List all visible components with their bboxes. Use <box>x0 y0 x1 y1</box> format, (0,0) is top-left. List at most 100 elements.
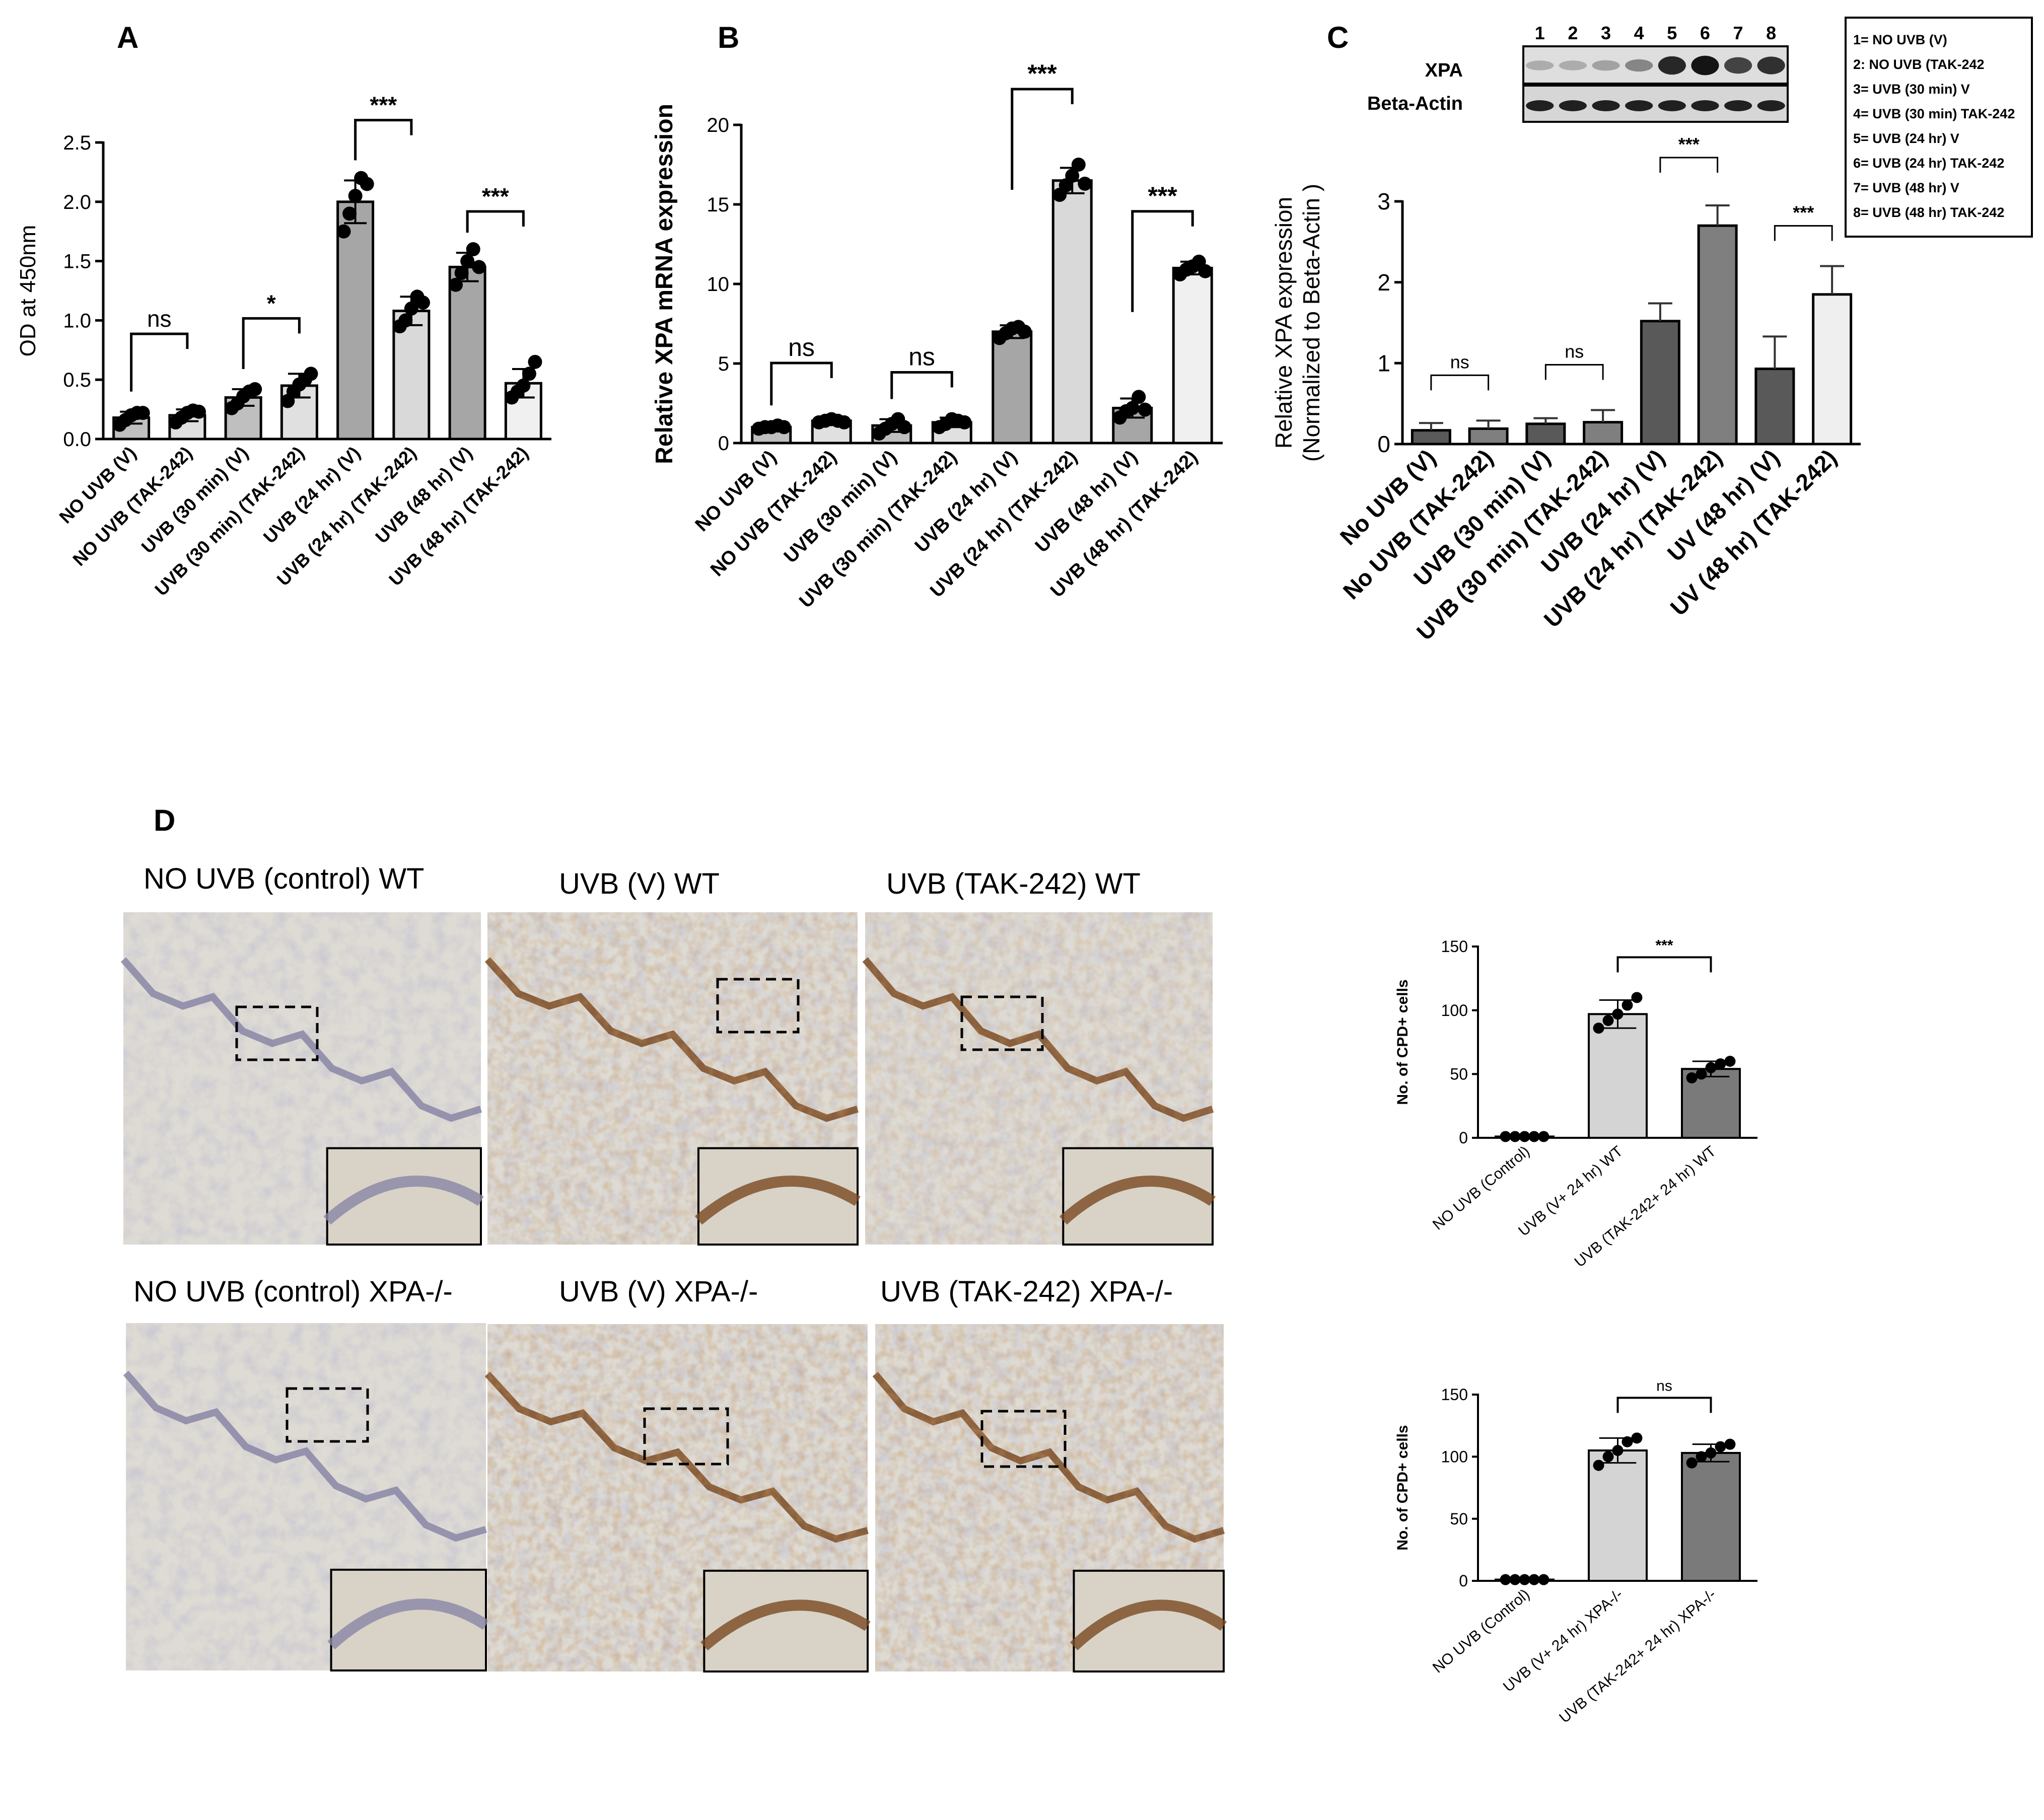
data-point <box>1065 169 1080 183</box>
blot-band-actin <box>1559 100 1587 111</box>
blot-band-actin <box>1592 100 1620 111</box>
bar <box>1525 422 1566 446</box>
significance-bracket <box>770 361 833 406</box>
epidermis-layer <box>120 957 482 1122</box>
y-tick-label: 100 <box>1441 1448 1468 1466</box>
data-point <box>191 404 206 419</box>
y-tick-label: 3 <box>1377 188 1390 214</box>
histology-title: UVB (TAK-242) XPA-/- <box>880 1275 1173 1308</box>
bar <box>1588 1013 1648 1139</box>
data-point <box>304 367 318 381</box>
data-point <box>1509 1131 1521 1142</box>
data-point <box>348 189 363 203</box>
blot-band-xpa <box>1559 60 1587 70</box>
significance-label: *** <box>1027 59 1057 88</box>
data-point <box>1017 324 1032 339</box>
histology-title: NO UVB (control) WT <box>144 862 425 895</box>
significance-bracket <box>890 371 953 399</box>
roi-box <box>235 1005 319 1061</box>
blot-band-actin <box>1757 100 1785 111</box>
data-point <box>528 354 542 369</box>
chart-d-cpd-xpa: 0 50 100 150 No. of CPD+ cells NO UVB (Contro… <box>1394 1377 1757 1726</box>
y-tick-label: 100 <box>1441 1001 1468 1020</box>
y-tick-label: 0 <box>1377 431 1390 457</box>
histology-title: UVB (V) XPA-/- <box>559 1275 758 1308</box>
significance-label: *** <box>1678 134 1700 155</box>
data-point <box>1593 1023 1604 1034</box>
y-tick-label: 0 <box>718 432 729 455</box>
y-tick-label: 15 <box>707 194 730 216</box>
inset-epidermis <box>694 1176 861 1225</box>
blot-lane-number: 1 <box>1535 23 1545 43</box>
blot-lane-number: 7 <box>1733 23 1743 43</box>
roi-box <box>286 1387 369 1443</box>
y-tick-label: 1 <box>1377 350 1390 376</box>
blot-lane-legend: 1= NO UVB (V) 2: NO UVB (TAK-242 3= UVB (3… <box>1845 17 2033 238</box>
significance-label: *** <box>1793 202 1814 223</box>
data-point <box>516 378 531 393</box>
data-point <box>360 177 374 191</box>
blot-legend-entry: 4= UVB (30 min) TAK-242 <box>1853 106 2015 121</box>
zoom-inset <box>330 1568 487 1671</box>
data-point <box>1715 1441 1726 1452</box>
data-point <box>342 206 357 221</box>
data-point <box>1612 1008 1624 1020</box>
significance-label: ns <box>908 342 935 371</box>
blot-legend-entry: 2: NO UVB (TAK-242 <box>1853 57 1985 72</box>
y-tick-label: 0 <box>1459 1129 1468 1147</box>
histology-title: UVB (V) WT <box>559 867 720 900</box>
significance-label: *** <box>370 92 397 118</box>
y-tick-label: 1.0 <box>63 310 91 332</box>
significance-bracket <box>1616 1397 1712 1413</box>
x-tick-label: NO UVB (Control) <box>1430 1143 1533 1233</box>
data-point <box>1715 1058 1726 1070</box>
significance-label: *** <box>1148 182 1177 210</box>
blot-row-label-actin: Beta-Actin <box>1367 93 1463 114</box>
bar <box>1812 293 1853 446</box>
data-point <box>1631 992 1643 1003</box>
y-tick-label: 2 <box>1377 269 1390 296</box>
inset-epidermis <box>700 1599 871 1651</box>
blot-legend-entry: 1= NO UVB (V) <box>1853 32 1947 47</box>
y-axis-subtitle: (Normalized to Beta-Actin ) <box>1298 184 1324 462</box>
blot-band-actin <box>1724 100 1752 111</box>
histology-title: UVB (TAK-242) WT <box>886 867 1141 900</box>
data-point <box>1078 176 1092 191</box>
inset-epidermis <box>1070 1599 1227 1650</box>
data-point <box>1198 264 1213 278</box>
bar <box>1640 320 1680 446</box>
x-tick-label: UVB (24 hr) (V) <box>259 443 365 548</box>
blot-lane-number: 6 <box>1700 23 1710 43</box>
data-point <box>1509 1574 1521 1585</box>
data-point <box>460 254 475 268</box>
bar <box>1697 224 1738 446</box>
data-point <box>1538 1131 1549 1142</box>
significance-label: ns <box>1450 351 1469 372</box>
data-point <box>1724 1056 1736 1067</box>
data-point <box>1138 402 1152 417</box>
data-point <box>1125 401 1140 415</box>
significance-bracket <box>130 332 189 392</box>
x-tick-label: UVB (48 hr) (V) <box>371 443 476 548</box>
y-tick-label: 0.5 <box>63 369 91 391</box>
blot-lane-number: 2 <box>1568 23 1578 43</box>
y-tick-label: 5 <box>718 353 729 375</box>
data-point <box>1631 1432 1643 1444</box>
blot-legend-entry: 5= UVB (24 hr) V <box>1853 131 1959 146</box>
data-point <box>1519 1131 1530 1142</box>
data-point <box>404 301 418 316</box>
chart-d-cpd-wt: 0 50 100 150 No. of CPD+ cells NO UVB (Contro… <box>1394 937 1757 1271</box>
histology-grid: NO UVB (control) WT UVB (V) WT UVB (TAK-24… <box>120 862 1227 1672</box>
chart-c-xpa-protein: 0 1 2 3 Relative XPA expression (Normalized t… <box>1271 134 1861 645</box>
blot-band-xpa <box>1526 60 1554 70</box>
western-blot: XPA Beta-Actin 1 2 3 4 5 6 7 8 <box>1367 23 1789 123</box>
inset-epidermis <box>323 1176 484 1225</box>
data-point <box>1071 158 1086 172</box>
y-tick-label: 2.5 <box>63 132 91 154</box>
data-point <box>248 382 262 397</box>
significance-label: *** <box>482 183 509 209</box>
significance-bracket <box>1659 157 1719 173</box>
data-point <box>1622 1436 1633 1447</box>
bar <box>1172 266 1213 445</box>
